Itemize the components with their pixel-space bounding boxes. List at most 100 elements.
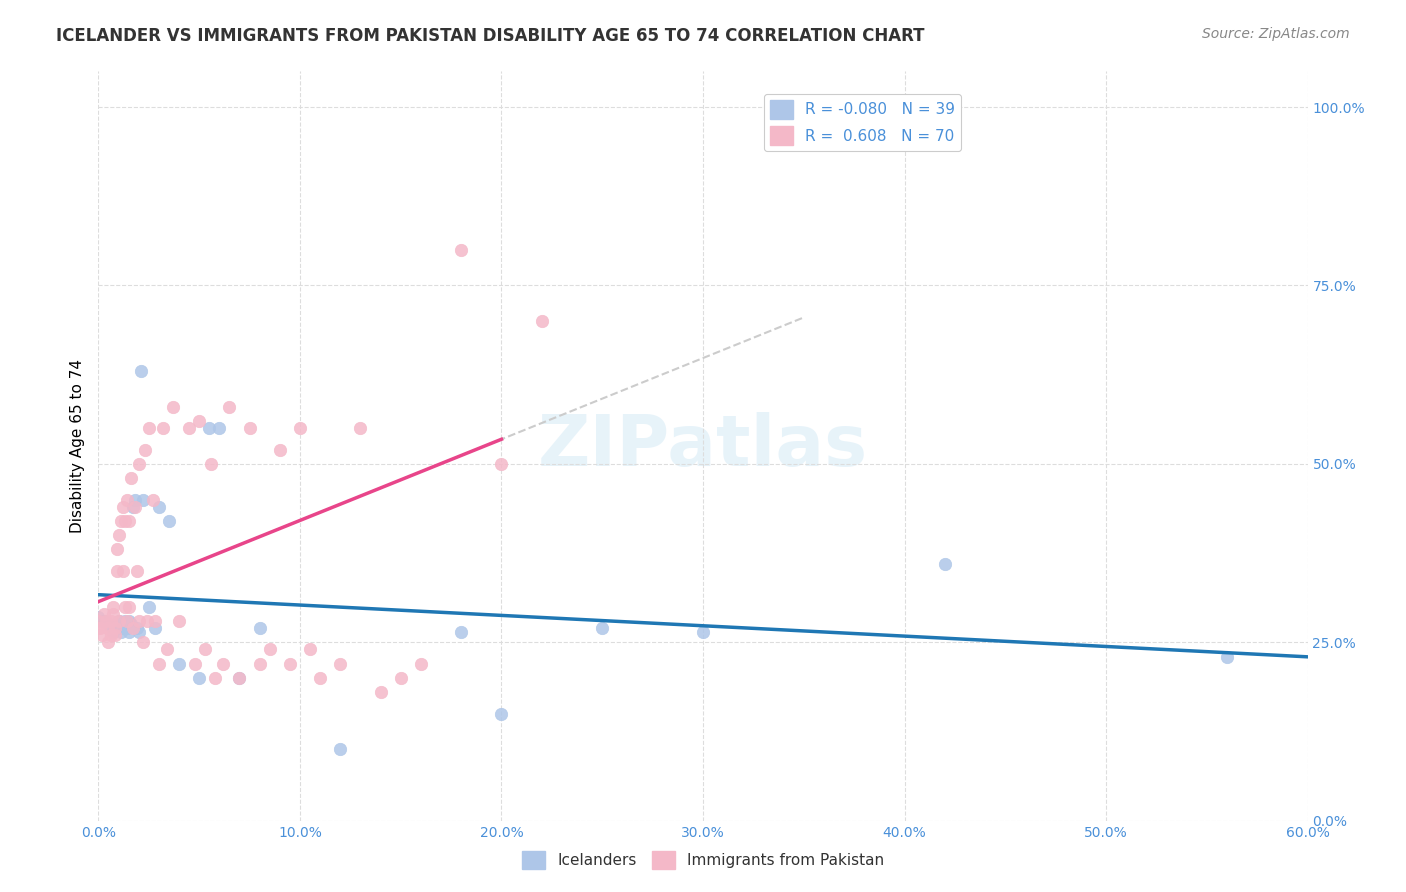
Point [111, 500, 134, 514]
Point [129, 364, 152, 378]
Point [100, 614, 122, 628]
Point [128, 624, 150, 639]
Point [105, 542, 128, 557]
Point [111, 564, 134, 578]
Point [103, 621, 125, 635]
Point [111, 621, 134, 635]
Point [1216, 649, 1239, 664]
Point [87, 621, 110, 635]
Point [188, 414, 211, 428]
Point [132, 635, 155, 649]
Point [107, 614, 129, 628]
Point [198, 421, 221, 435]
Point [125, 564, 148, 578]
Point [124, 500, 146, 514]
Point [115, 614, 138, 628]
Point [934, 557, 956, 571]
Point [105, 564, 128, 578]
Point [103, 621, 125, 635]
Point [156, 642, 179, 657]
Point [278, 657, 301, 671]
Point [299, 642, 322, 657]
Point [138, 599, 160, 614]
Point [87, 610, 110, 624]
Point [269, 442, 291, 457]
Point [370, 685, 392, 699]
Point [121, 621, 143, 635]
Point [110, 514, 132, 528]
Point [249, 657, 271, 671]
Point [143, 614, 166, 628]
Point [152, 421, 174, 435]
Point [288, 421, 311, 435]
Point [167, 614, 190, 628]
Point [118, 599, 141, 614]
Point [97, 635, 120, 649]
Point [409, 657, 432, 671]
Point [125, 621, 148, 635]
Point [692, 624, 714, 639]
Point [124, 492, 146, 507]
Point [134, 442, 156, 457]
Point [97, 617, 120, 632]
Point [91, 628, 114, 642]
Text: ZIPatlas: ZIPatlas [538, 411, 868, 481]
Point [450, 624, 472, 639]
Point [450, 243, 472, 257]
Y-axis label: Disability Age 65 to 74: Disability Age 65 to 74 [69, 359, 84, 533]
Point [118, 514, 141, 528]
Point [530, 314, 553, 328]
Point [184, 657, 207, 671]
Point [162, 400, 184, 414]
Point [105, 621, 128, 635]
Point [204, 671, 226, 685]
Point [228, 671, 250, 685]
Point [259, 642, 281, 657]
Point [114, 617, 136, 632]
Point [120, 617, 142, 632]
Point [101, 599, 124, 614]
Point [115, 621, 138, 635]
Point [103, 628, 125, 642]
Point [107, 528, 129, 542]
Point [110, 624, 132, 639]
Point [793, 100, 815, 114]
Point [491, 457, 513, 471]
Point [491, 706, 513, 721]
Point [148, 500, 170, 514]
Point [138, 421, 160, 435]
Point [89, 621, 111, 635]
Point [309, 671, 332, 685]
Point [349, 421, 371, 435]
Point [114, 599, 136, 614]
Point [120, 471, 142, 485]
Point [228, 671, 250, 685]
Point [93, 607, 115, 621]
Point [148, 657, 170, 671]
Point [121, 500, 143, 514]
Point [96, 614, 118, 628]
Point [249, 621, 271, 635]
Legend: Icelanders, Immigrants from Pakistan: Icelanders, Immigrants from Pakistan [516, 845, 890, 875]
Point [97, 621, 120, 635]
Text: Source: ZipAtlas.com: Source: ZipAtlas.com [1202, 27, 1350, 41]
Point [87, 614, 110, 628]
Text: ICELANDER VS IMMIGRANTS FROM PAKISTAN DISABILITY AGE 65 TO 74 CORRELATION CHART: ICELANDER VS IMMIGRANTS FROM PAKISTAN DI… [56, 27, 925, 45]
Point [143, 621, 166, 635]
Point [329, 657, 352, 671]
Point [179, 421, 201, 435]
Point [208, 421, 231, 435]
Point [389, 671, 412, 685]
Point [239, 421, 262, 435]
Point [194, 642, 217, 657]
Point [118, 624, 141, 639]
Point [93, 614, 115, 628]
Point [167, 657, 190, 671]
Point [118, 614, 141, 628]
Point [128, 457, 150, 471]
Point [135, 614, 157, 628]
Legend: R = -0.080   N = 39, R =  0.608   N = 70: R = -0.080 N = 39, R = 0.608 N = 70 [763, 94, 962, 151]
Point [329, 742, 352, 756]
Point [114, 614, 136, 628]
Point [212, 657, 235, 671]
